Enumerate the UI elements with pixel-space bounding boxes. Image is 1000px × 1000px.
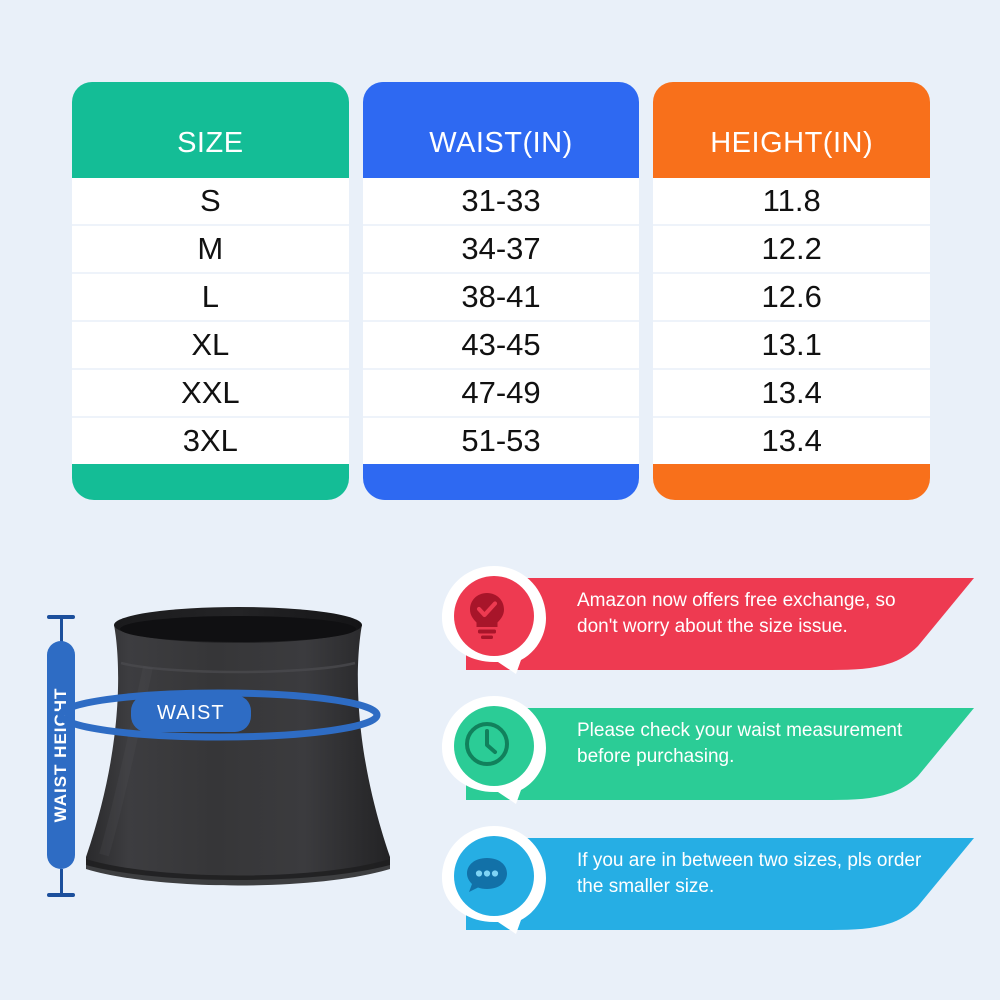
table-cell: 12.2 [653,226,931,274]
waist-trainer-belt-image [86,607,390,886]
column-footer-size [72,464,349,500]
gauge-cap-bottom [47,893,75,897]
column-body-size: S M L XL XXL 3XL [72,178,349,464]
belt-top-seam [120,661,356,674]
gauge-stem-bottom [60,869,63,895]
table-cell: L [72,274,349,322]
column-footer-height [653,464,931,500]
tips-panel: Amazon now offers free exchange, so don'… [432,560,992,972]
table-column-height: HEIGHT(IN) 11.8 12.2 12.6 13.1 13.4 13.4 [653,82,931,500]
waist-height-label: WAIST HEIGHT [51,687,70,823]
table-cell: 47-49 [362,370,640,418]
column-header-size: SIZE [72,82,349,178]
belt-bottom-hem [86,859,390,886]
belt-inner-opening [120,616,356,642]
clock-icon [465,722,509,766]
table-cell: 13.4 [653,370,931,418]
column-body-waist: 31-33 34-37 38-41 43-45 47-49 51-53 [362,178,640,464]
tip-ribbon-shape [466,578,974,670]
tip-item: Please check your waist measurement befo… [432,690,992,808]
table-column-size: SIZE S M L XL XXL 3XL [72,82,349,500]
table-cell: 51-53 [362,418,640,464]
table-cell: 31-33 [362,178,640,226]
size-chart-table: SIZE S M L XL XXL 3XL WAIST(IN) 31-33 34… [72,82,931,500]
tip-item: If you are in between two sizes, pls ord… [432,820,992,938]
table-cell: 13.1 [653,322,931,370]
chat-bubble-dots-icon [467,858,507,892]
table-cell: 12.6 [653,274,931,322]
product-illustration: WAIST HEIGHT [18,565,418,975]
tip-item: Amazon now offers free exchange, so don'… [432,560,992,678]
table-column-waist: WAIST(IN) 31-33 34-37 38-41 43-45 47-49 … [362,82,640,500]
table-cell: 3XL [72,418,349,464]
tip-text: Amazon now offers free exchange, so don'… [577,590,896,637]
waist-label-pill: WAIST [131,695,251,732]
column-footer-waist [362,464,640,500]
belt-body [86,625,390,880]
table-cell: 43-45 [362,322,640,370]
table-cell: 11.8 [653,178,931,226]
table-cell: XXL [72,370,349,418]
tip-ribbon-shape [466,708,974,800]
table-cell: S [72,178,349,226]
lightbulb-check-icon [470,593,504,639]
tip-text: If you are in between two sizes, pls ord… [577,850,922,897]
tip-text: Please check your waist measurement befo… [577,720,903,767]
table-cell: M [72,226,349,274]
tip-ribbon-shape [466,838,974,930]
column-header-height: HEIGHT(IN) [653,82,931,178]
table-cell: 13.4 [653,418,931,464]
column-body-height: 11.8 12.2 12.6 13.1 13.4 13.4 [653,178,931,464]
table-cell: 38-41 [362,274,640,322]
waist-label-text: WAIST [157,702,225,724]
waist-height-pill: WAIST HEIGHT [47,641,75,869]
table-cell: XL [72,322,349,370]
table-cell: 34-37 [362,226,640,274]
gauge-stem-top [60,617,63,643]
column-header-waist: WAIST(IN) [362,82,640,178]
waist-height-measure-indicator: WAIST HEIGHT [44,615,78,897]
